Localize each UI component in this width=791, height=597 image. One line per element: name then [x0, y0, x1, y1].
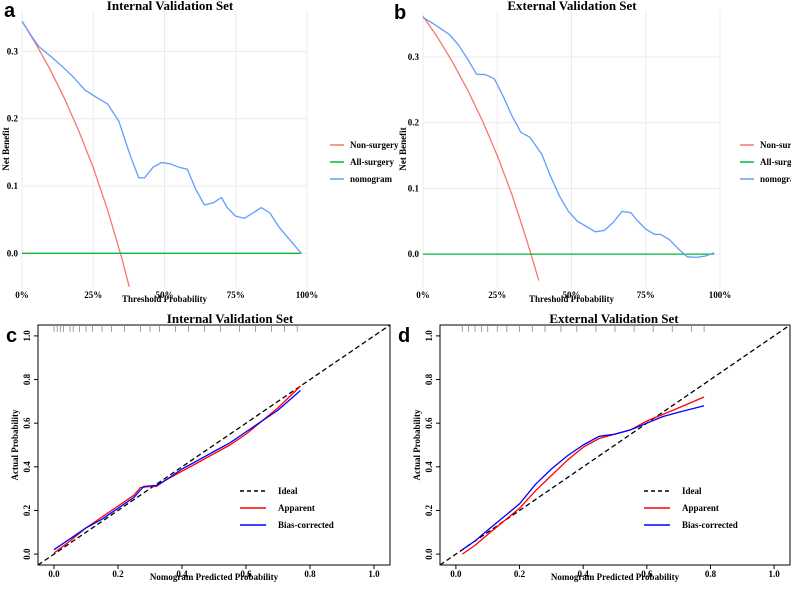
x-tick-label: 0.2 — [112, 569, 124, 579]
x-tick-label: 0.0 — [48, 569, 60, 579]
y-tick-label: 1.0 — [22, 330, 32, 342]
x-tick-label: 0.8 — [705, 569, 717, 579]
y-axis-label: Actual Probability — [412, 409, 422, 481]
y-tick-label: 0.2 — [7, 114, 19, 124]
legend-label: Non-surgery — [350, 140, 399, 150]
legend-label: Bias-corrected — [682, 520, 738, 530]
y-tick-label: 0.6 — [22, 417, 32, 429]
x-tick-label: 50% — [563, 290, 581, 300]
y-tick-label: 0.4 — [22, 461, 32, 473]
x-tick-label: 25% — [84, 290, 102, 300]
legend-label: nomogram — [350, 174, 392, 184]
panel-label: a — [4, 0, 16, 22]
legend-label: All-surgery — [760, 157, 791, 167]
y-tick-label: 0.3 — [7, 46, 19, 56]
legend-label: Apparent — [682, 503, 719, 513]
x-tick-label: 0% — [15, 290, 29, 300]
panel-label: b — [394, 2, 406, 24]
series-non-surgery — [22, 20, 130, 287]
x-axis-label: Nomogram Predicted Probability — [150, 572, 279, 582]
y-tick-label: 0.0 — [408, 249, 420, 259]
x-tick-label: 75% — [227, 290, 245, 300]
x-tick-label: 1.0 — [768, 569, 780, 579]
chart-title: Internal Validation Set — [107, 0, 234, 13]
series-ideal — [38, 325, 390, 565]
legend-label: nomogram — [760, 174, 791, 184]
series-nomogram — [22, 20, 302, 254]
y-axis-label: Actual Probability — [10, 409, 20, 481]
x-tick-label: 0.6 — [240, 569, 252, 579]
x-tick-label: 0.2 — [514, 569, 526, 579]
y-tick-label: 0.6 — [424, 417, 434, 429]
panel-d: d External Validation Set 0.0 0.2 0.4 0.6 0.8 1… — [398, 311, 791, 582]
series-ideal — [440, 325, 790, 565]
x-tick-label: 100% — [709, 290, 732, 300]
y-tick-label: 0.0 — [7, 248, 19, 258]
x-tick-label: 50% — [156, 290, 174, 300]
y-tick-label: 0.8 — [22, 373, 32, 385]
legend: Non-surgery All-surgery nomogram — [740, 140, 791, 184]
y-tick-label: 0.4 — [424, 461, 434, 473]
x-tick-label: 0.8 — [304, 569, 316, 579]
panel-label: d — [398, 325, 410, 347]
x-tick-label: 0% — [416, 290, 430, 300]
legend-label: Non-surgery — [760, 140, 791, 150]
x-tick-label: 25% — [488, 290, 506, 300]
x-tick-label: 0.4 — [578, 569, 590, 579]
legend-label: Ideal — [682, 486, 702, 496]
x-tick-label: 100% — [296, 290, 319, 300]
y-tick-label: 0.0 — [22, 548, 32, 560]
y-tick-label: 0.1 — [408, 183, 420, 193]
x-axis-label: Threshold Probability — [529, 294, 614, 304]
panel-label: c — [6, 325, 17, 347]
chart-title: External Validation Set — [549, 311, 679, 326]
y-tick-label: 0.2 — [22, 504, 32, 516]
y-tick-label: 0.0 — [424, 548, 434, 560]
y-tick-label: 0.2 — [408, 118, 420, 128]
panel-a: a Internal Validation Set 0% 25% 50% 75% 100% 0… — [1, 0, 399, 304]
panel-b: b External Validation Set 0% 25% 50% 75% 100% 0… — [394, 0, 791, 304]
legend: Ideal Apparent Bias-corrected — [644, 486, 738, 530]
y-tick-label: 1.0 — [424, 330, 434, 342]
y-tick-label: 0.8 — [424, 373, 434, 385]
series-nomogram — [423, 17, 715, 259]
plot-frame — [37, 324, 391, 566]
y-tick-label: 0.2 — [424, 504, 434, 516]
x-tick-label: 1.0 — [368, 569, 380, 579]
chart-title: Internal Validation Set — [167, 311, 294, 326]
panel-c: c Internal Validation Set 0.0 0.2 0.4 0.6 0.8 1… — [6, 311, 391, 582]
chart-title: External Validation Set — [507, 0, 637, 13]
y-tick-label: 0.3 — [408, 52, 420, 62]
series-bias-corrected — [53, 390, 301, 551]
x-axis-label: Nomogram Predicted Probability — [551, 572, 680, 582]
x-tick-label: 75% — [637, 290, 655, 300]
legend: Non-surgery All-surgery nomogram — [330, 140, 399, 184]
legend: Ideal Apparent Bias-corrected — [240, 486, 334, 530]
x-tick-label: 0.6 — [641, 569, 653, 579]
y-axis-label: Net Benefit — [398, 127, 408, 170]
series-apparent — [461, 396, 705, 555]
y-tick-label: 0.1 — [7, 181, 19, 191]
legend-label: Apparent — [278, 503, 315, 513]
y-axis-label: Net Benefit — [1, 127, 11, 170]
series-non-surgery — [423, 15, 540, 281]
x-tick-label: 0.0 — [450, 569, 462, 579]
x-axis-label: Threshold Probability — [122, 294, 207, 304]
x-tick-label: 0.4 — [176, 569, 188, 579]
legend-label: Ideal — [278, 486, 298, 496]
series-bias-corrected — [461, 405, 705, 551]
legend-label: Bias-corrected — [278, 520, 334, 530]
legend-label: All-surgery — [350, 157, 394, 167]
